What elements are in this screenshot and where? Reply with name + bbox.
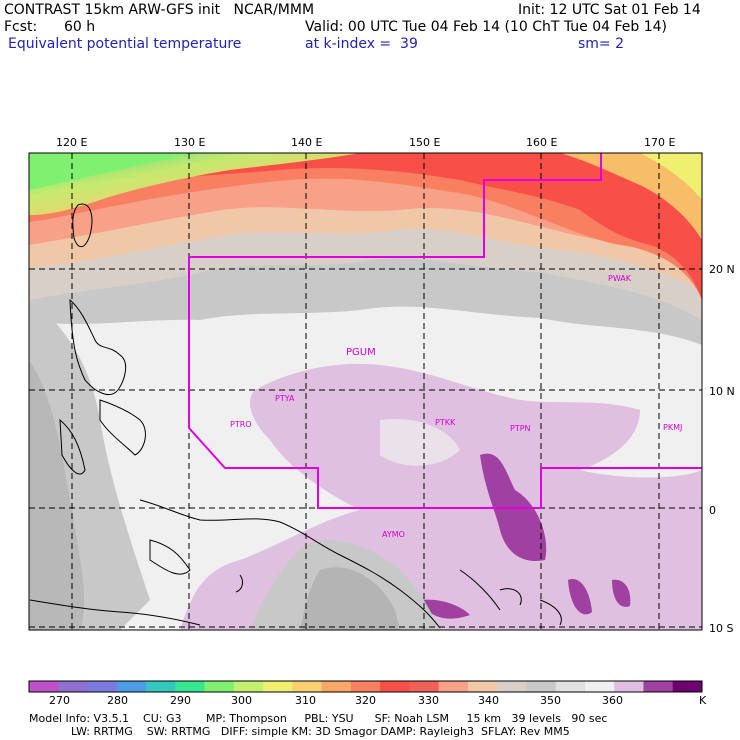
lat-label-0: 0: [709, 504, 716, 517]
init-time: Init: 12 UTC Sat 01 Feb 14: [518, 2, 701, 18]
valid-time: Valid: 00 UTC Tue 04 Feb 14 (10 ChT Tue …: [305, 19, 668, 35]
colorbar-swatch: [526, 681, 557, 692]
colorbar-swatch: [204, 681, 235, 692]
colorbar-swatch: [614, 681, 644, 692]
colorbar-swatch: [350, 681, 381, 692]
colorbar-swatch: [584, 681, 615, 692]
colorbar-swatch: [263, 681, 293, 692]
colorbar-swatch: [467, 681, 498, 692]
colorbar-swatch: [380, 681, 410, 692]
colorbar-swatch: [497, 681, 527, 692]
colorbar-swatch: [87, 681, 118, 692]
level-index: at k-index = 39: [305, 36, 418, 52]
colorbar-swatch: [438, 681, 469, 692]
station-ptro: PTRO: [230, 420, 252, 429]
nested-domain-boundary: [188, 153, 702, 509]
colorbar-label-320: 320: [355, 694, 376, 707]
lon-label-140e: 140 E: [291, 136, 323, 149]
lon-label-150e: 150 E: [409, 136, 441, 149]
colorbar-frame: [28, 680, 703, 693]
colorbar-label-290: 290: [170, 694, 191, 707]
lat-label-10s: 10 S: [709, 622, 734, 635]
colorbar-swatch: [116, 681, 147, 692]
colorbar-swatch: [643, 681, 674, 692]
lon-label-170e: 170 E: [644, 136, 676, 149]
station-ptkk: PTKK: [435, 418, 456, 427]
colorbar-swatch: [58, 681, 89, 692]
colorbar: [28, 680, 703, 693]
colorbar-label-280: 280: [107, 694, 128, 707]
lat-lon-grid: [29, 153, 702, 630]
lat-label-20n: 20 N: [709, 263, 735, 276]
colorbar-swatch: [233, 681, 264, 692]
colorbar-swatch: [146, 681, 176, 692]
colorbar-unit: K: [699, 694, 707, 707]
colorbar-label-330: 330: [418, 694, 439, 707]
lat-label-10n: 10 N: [709, 385, 735, 398]
map-frame: [28, 152, 703, 631]
model-info-line2: LW: RRTMG SW: RRTMG DIFF: simple KM: 3D …: [29, 725, 570, 738]
colorbar-swatch: [672, 681, 703, 692]
colorbar-swatch: [175, 681, 206, 692]
colorbar-swatch: [409, 681, 440, 692]
colorbar-label-340: 340: [478, 694, 499, 707]
lon-label-130e: 130 E: [174, 136, 206, 149]
colorbar-label-270: 270: [49, 694, 70, 707]
station-aymo: AYMO: [382, 530, 405, 539]
station-pgum: PGUM: [346, 347, 376, 358]
lon-label-120e: 120 E: [56, 136, 88, 149]
field-name: Equivalent potential temperature: [8, 36, 242, 52]
lon-label-160e: 160 E: [526, 136, 558, 149]
colorbar-swatch: [292, 681, 323, 692]
colorbar-label-310: 310: [295, 694, 316, 707]
station-ptpn: PTPN: [510, 424, 531, 433]
forecast-label: Fcst:: [4, 19, 38, 35]
colorbar-label-300: 300: [231, 694, 252, 707]
model-info-line1: Model Info: V3.5.1 CU: G3 MP: Thompson P…: [29, 712, 608, 725]
colorbar-swatch: [555, 681, 586, 692]
station-ptya: PTYA: [275, 394, 295, 403]
smoothing-value: sm= 2: [578, 36, 625, 52]
station-pwak: PWAK: [608, 274, 632, 283]
colorbar-label-360: 360: [602, 694, 623, 707]
coastlines: [29, 203, 562, 629]
colorbar-swatch: [321, 681, 352, 692]
station-pkmj: PKMJ: [663, 423, 682, 432]
colorbar-swatch: [29, 681, 59, 692]
colorbar-label-350: 350: [540, 694, 561, 707]
title-line: CONTRAST 15km ARW-GFS init NCAR/MMM: [4, 2, 315, 18]
theta-e-field: [29, 153, 702, 630]
forecast-hour: 60 h: [64, 19, 96, 35]
